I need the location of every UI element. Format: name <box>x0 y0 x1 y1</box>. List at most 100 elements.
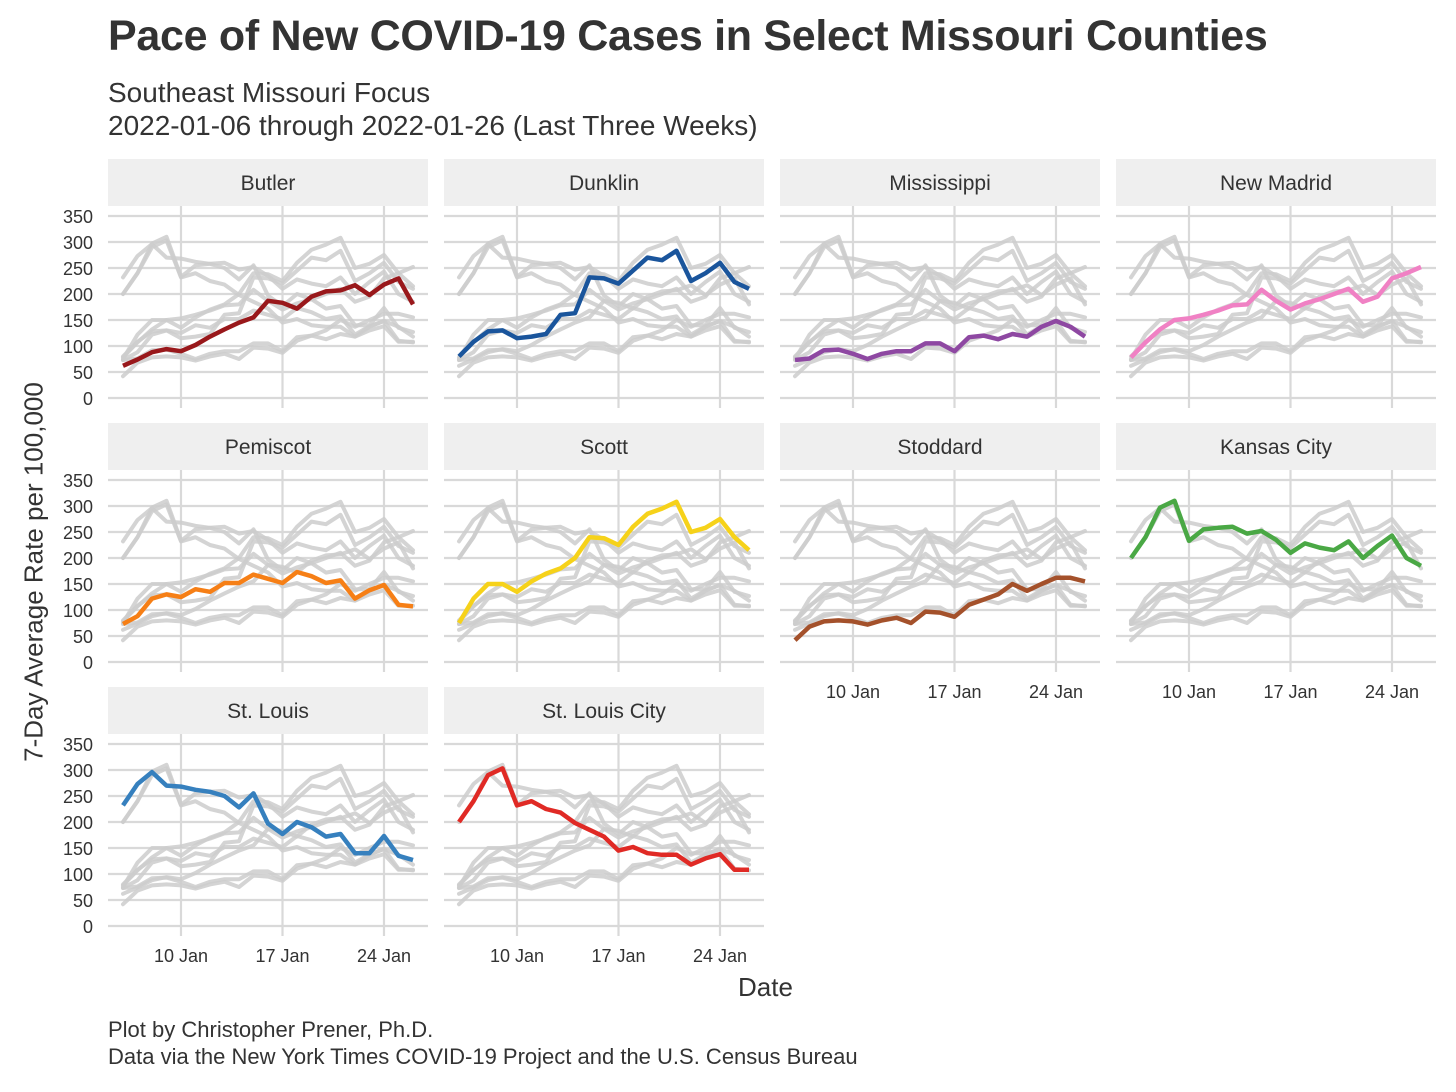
y-tick-label: 200 <box>63 813 93 833</box>
y-tick-label: 50 <box>73 363 93 383</box>
background-series-line <box>793 265 1087 360</box>
x-axis-title: Date <box>738 972 793 1002</box>
y-tick-label: 300 <box>63 233 93 253</box>
background-series-line <box>1129 311 1423 379</box>
background-series-line <box>1129 570 1423 626</box>
highlight-series-line <box>121 569 414 626</box>
background-series-line <box>457 265 751 360</box>
y-tick-label: 350 <box>63 207 93 227</box>
background-series-line <box>793 570 1087 626</box>
y-tick-label: 200 <box>63 549 93 569</box>
highlight-series-line <box>121 769 414 863</box>
caption-line-1: Plot by Christopher Prener, Ph.D. <box>108 1017 434 1042</box>
facet-strip-label: Stoddard <box>897 436 982 459</box>
facet-panel-mississippi: Mississippi <box>780 159 1100 408</box>
background-series-line <box>793 529 1087 624</box>
background-series-line <box>793 311 1087 379</box>
facet-strip-label: Dunklin <box>569 172 639 195</box>
highlight-series-line <box>122 276 415 368</box>
y-tick-label: 150 <box>63 839 93 859</box>
caption-line-2: Data via the New York Times COVID-19 Pro… <box>108 1044 858 1069</box>
background-series-line <box>457 311 751 379</box>
facet-strip <box>108 687 428 734</box>
facet-strip <box>780 159 1100 206</box>
facet-panel-pemiscot: Pemiscot 0 50 100 150 200 250 300 350 <box>63 423 428 673</box>
x-tick-label: 17 Jan <box>591 946 645 966</box>
subtitle-line-1: Southeast Missouri Focus <box>108 77 431 108</box>
background-series-line <box>121 502 415 608</box>
x-tick-label: 17 Jan <box>927 682 981 702</box>
highlight-series-line <box>457 499 751 625</box>
y-tick-label: 350 <box>63 735 93 755</box>
y-tick-label: 50 <box>73 627 93 647</box>
y-tick-label: 0 <box>83 917 93 937</box>
y-tick-label: 150 <box>63 311 93 331</box>
background-series-line <box>121 839 415 907</box>
background-series-line <box>793 502 1087 608</box>
x-tick-label: 24 Jan <box>693 946 747 966</box>
y-axis-title: 7-Day Average Rate per 100,000 <box>18 382 49 762</box>
highlight-series-line <box>794 318 1087 363</box>
x-tick-label: 17 Jan <box>1263 682 1317 702</box>
facet-strip-label: Scott <box>580 436 628 459</box>
x-tick-label: 10 Jan <box>154 946 208 966</box>
y-tick-label: 100 <box>63 337 93 357</box>
background-series-line <box>121 306 415 362</box>
facet-panel-butler: Butler 0 50 100 150 200 250 300 350 <box>63 159 428 409</box>
facet-strip <box>444 423 764 470</box>
background-series-line <box>121 793 415 888</box>
facet-panel-dunklin: Dunklin <box>444 159 764 408</box>
facet-strip-label: New Madrid <box>1220 172 1332 195</box>
facet-panel-st-louis: St. Louis 0 50 100 150 200 250 300 350 10 Jan 17 J… <box>63 687 428 966</box>
x-tick-label: 10 Jan <box>490 946 544 966</box>
y-tick-label: 100 <box>63 601 93 621</box>
highlight-series-line <box>793 575 1086 642</box>
highlight-series-line <box>1129 498 1423 568</box>
background-series-line <box>1129 575 1423 643</box>
background-series-line <box>457 575 751 643</box>
background-series-line <box>457 839 751 907</box>
y-tick-label: 250 <box>63 787 93 807</box>
y-tick-label: 350 <box>63 471 93 491</box>
facet-strip <box>780 423 1100 470</box>
x-tick-label: 10 Jan <box>826 682 880 702</box>
subtitle-line-2: 2022-01-06 through 2022-01-26 (Last Thre… <box>108 110 758 141</box>
highlight-series-line <box>1129 264 1422 359</box>
facet-panel-stoddard: Stoddard 10 Jan 17 Jan 24 Jan <box>780 423 1100 702</box>
facet-panel-kansas-city: Kansas City 10 Jan 17 Jan 24 Jan <box>1116 423 1436 702</box>
facet-panel-st-louis-city: St. Louis City 10 Jan 17 Jan 24 Jan <box>444 687 764 966</box>
x-tick-label: 24 Jan <box>1365 682 1419 702</box>
y-tick-label: 250 <box>63 523 93 543</box>
background-series-line <box>457 529 751 624</box>
facet-strip-label: St. Louis <box>227 700 309 723</box>
facet-strip-label: Butler <box>241 172 296 195</box>
background-series-line <box>1129 306 1423 362</box>
y-tick-label: 0 <box>83 653 93 673</box>
facet-strip-label: Pemiscot <box>225 436 312 459</box>
facet-strip-label: Mississippi <box>889 172 991 195</box>
facet-strip <box>1116 423 1436 470</box>
y-tick-label: 300 <box>63 761 93 781</box>
facet-strip <box>1116 159 1436 206</box>
background-series-line <box>793 306 1087 362</box>
facet-strip-label: Kansas City <box>1220 436 1333 459</box>
y-tick-label: 50 <box>73 891 93 911</box>
x-tick-label: 10 Jan <box>1162 682 1216 702</box>
background-series-line <box>121 529 415 624</box>
facet-panel-scott: Scott <box>444 423 764 672</box>
x-tick-label: 17 Jan <box>255 946 309 966</box>
background-series-line <box>457 570 751 626</box>
background-series-line <box>121 311 415 379</box>
background-series-line <box>121 834 415 890</box>
highlight-series-line <box>457 766 749 873</box>
background-series-line <box>457 834 751 890</box>
x-tick-label: 24 Jan <box>357 946 411 966</box>
facet-strip <box>108 423 428 470</box>
highlight-series-line <box>457 248 750 358</box>
chart-caption: Plot by Christopher Prener, Ph.D. Data v… <box>108 1016 858 1070</box>
background-series-line <box>121 575 415 643</box>
y-tick-label: 200 <box>63 285 93 305</box>
facet-strip <box>444 159 764 206</box>
y-tick-label: 150 <box>63 575 93 595</box>
